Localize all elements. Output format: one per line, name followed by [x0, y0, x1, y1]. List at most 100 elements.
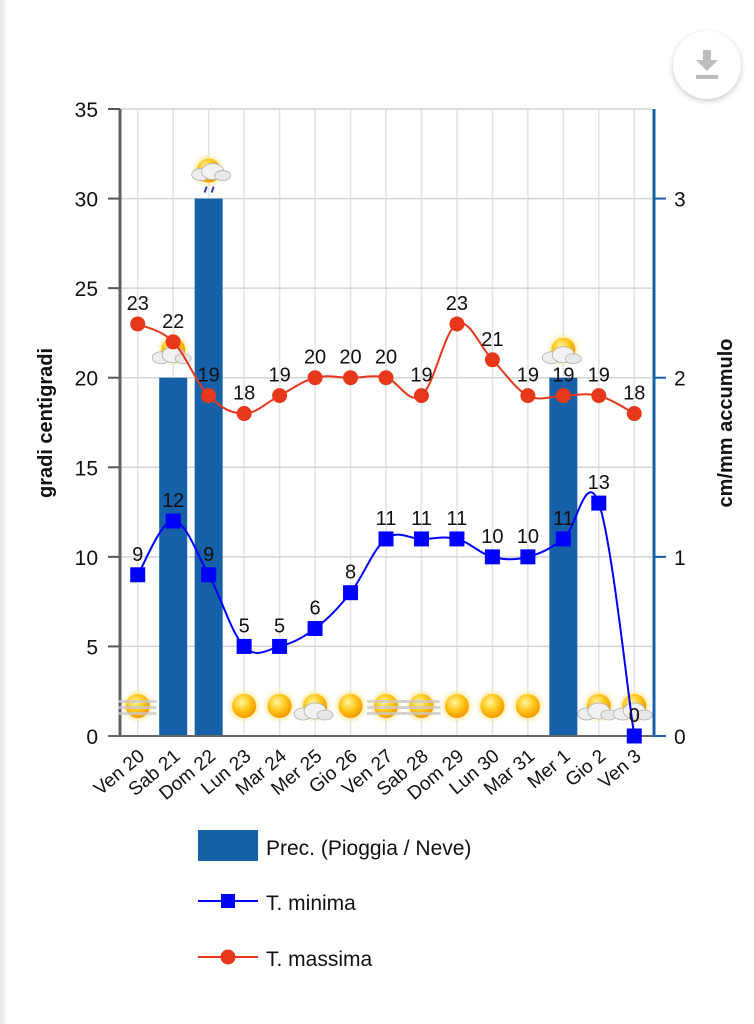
y2-tick-label: 2 [674, 368, 686, 391]
tmax-data-label: 19 [268, 365, 290, 387]
tmin-data-label: 11 [553, 508, 574, 530]
sun-icon [227, 689, 262, 723]
precip-bar [194, 198, 223, 737]
tmax-data-label: 22 [162, 311, 184, 333]
y-tick-label: 15 [75, 457, 98, 480]
sun-disc [232, 694, 257, 718]
legend-label: Prec. (Pioggia / Neve) [266, 837, 471, 860]
fog-band [118, 706, 157, 709]
tmin-data-label: 10 [481, 526, 503, 548]
legend-item-tmin: T. minima [198, 892, 356, 915]
tmin-data-label: 10 [517, 526, 539, 548]
tmax-marker [626, 406, 642, 422]
y-tick-label: 35 [75, 99, 98, 122]
fog-band [118, 712, 157, 715]
sun-disc [338, 694, 363, 718]
tmax-marker [449, 316, 465, 332]
sun-disc [480, 694, 505, 718]
sun-fog-icon [367, 689, 405, 723]
legend-label: T. massima [266, 948, 373, 971]
sun-disc [515, 694, 540, 718]
rain-drop [210, 186, 215, 193]
tmin-marker [555, 531, 571, 547]
y-tick-label: 25 [75, 278, 98, 301]
legend-item-tmax: T. massima [198, 948, 373, 971]
tmin-marker [413, 531, 429, 547]
tmin-data-label: 0 [629, 705, 640, 727]
legend-swatch-marker [221, 894, 235, 908]
tmax-data-label: 20 [375, 347, 397, 369]
precip-bar [549, 377, 578, 736]
tmax-data-label: 21 [481, 329, 503, 351]
cloud-part [316, 709, 334, 721]
y-tick-label: 10 [75, 547, 98, 570]
tmax-marker [165, 334, 181, 350]
tmin-data-label: 13 [588, 472, 610, 494]
tmin-data-label: 5 [239, 615, 250, 637]
tmin-marker [272, 638, 288, 654]
tmin-data-label: 11 [411, 508, 432, 530]
tmin-data-label: 11 [376, 508, 397, 530]
tmin-marker [130, 567, 146, 583]
sun-cloud-icon [541, 332, 582, 367]
tmax-marker [484, 352, 500, 368]
tmin-data-label: 9 [132, 544, 143, 566]
sun-icon [333, 689, 368, 723]
cloud-part [564, 353, 582, 365]
tmin-marker [626, 728, 642, 744]
tmax-data-label: 23 [446, 293, 468, 315]
y-tick-label: 5 [86, 636, 98, 659]
y-axis-title: gradi centigradi [35, 348, 57, 498]
tmax-data-label: 18 [233, 383, 255, 405]
tmax-marker [236, 406, 252, 422]
tmin-data-label: 9 [203, 544, 214, 566]
sun-cloud-icon [577, 689, 618, 723]
cloud-part [214, 170, 232, 181]
sun-cloud-rain-icon [191, 153, 232, 193]
tmin-marker [520, 549, 536, 565]
tmax-marker [272, 388, 288, 404]
y2-tick-label: 3 [674, 189, 686, 212]
tmax-data-label: 20 [304, 347, 326, 369]
legend-item-precip: Prec. (Pioggia / Neve) [198, 830, 471, 861]
tmax-data-label: 19 [198, 365, 220, 387]
tmin-marker [484, 549, 500, 565]
tmin-marker [201, 567, 217, 583]
tmin-data-label: 6 [310, 598, 321, 620]
tmin-marker [236, 638, 252, 654]
sun-cloud-icon [293, 689, 334, 723]
sun-fog-icon [402, 689, 441, 723]
tmax-data-label: 19 [517, 365, 539, 387]
page-edge [0, 0, 6, 1024]
tmin-data-label: 12 [162, 490, 184, 512]
fog-band [118, 700, 157, 703]
y-tick-label: 0 [86, 726, 98, 749]
tmax-marker [130, 316, 146, 332]
download-button[interactable] [673, 31, 741, 99]
rain-drop [203, 186, 208, 193]
y-tick-label: 30 [75, 189, 98, 212]
tmax-marker [520, 388, 536, 404]
sun-icon [510, 689, 545, 723]
tmax-data-label: 18 [623, 383, 645, 405]
tmin-marker [449, 531, 465, 547]
sun-disc [444, 694, 469, 718]
download-icon [696, 50, 718, 79]
sun-icon [475, 689, 510, 723]
sun-icon [262, 689, 297, 723]
tmax-marker [378, 370, 394, 386]
legend-label: T. minima [266, 892, 356, 915]
tmin-marker [165, 513, 181, 529]
fog-band [367, 700, 405, 703]
tmin-marker [343, 585, 359, 601]
fog-band [402, 706, 441, 709]
sun-icon [439, 689, 474, 723]
y2-tick-label: 1 [674, 547, 686, 570]
precip-bar [159, 377, 188, 736]
tmax-marker [591, 388, 607, 404]
tmin-data-label: 8 [345, 562, 356, 584]
tmin-marker [378, 531, 394, 547]
legend-swatch-bar [198, 830, 258, 861]
tmin-line [136, 491, 636, 737]
